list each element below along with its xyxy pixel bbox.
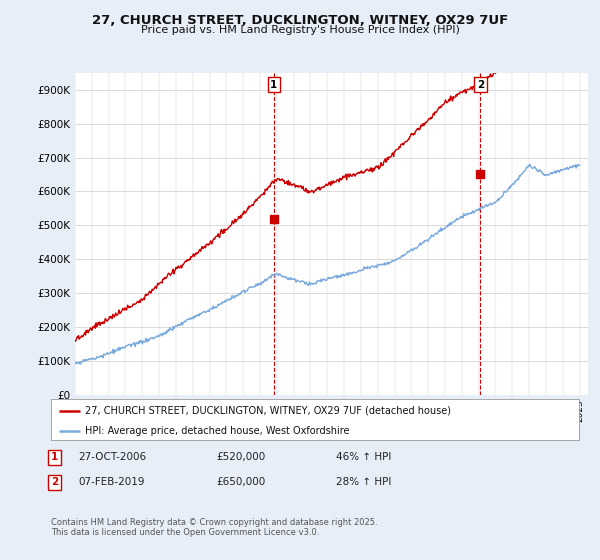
Text: 27-OCT-2006: 27-OCT-2006 (78, 452, 146, 463)
Text: HPI: Average price, detached house, West Oxfordshire: HPI: Average price, detached house, West… (85, 426, 350, 436)
Text: 27, CHURCH STREET, DUCKLINGTON, WITNEY, OX29 7UF: 27, CHURCH STREET, DUCKLINGTON, WITNEY, … (92, 14, 508, 27)
Text: 46% ↑ HPI: 46% ↑ HPI (336, 452, 391, 463)
Text: 07-FEB-2019: 07-FEB-2019 (78, 477, 145, 487)
Text: Contains HM Land Registry data © Crown copyright and database right 2025.
This d: Contains HM Land Registry data © Crown c… (51, 518, 377, 538)
Text: 1: 1 (51, 452, 58, 463)
Text: 1: 1 (270, 80, 277, 90)
Text: 2: 2 (477, 80, 484, 90)
Text: £520,000: £520,000 (216, 452, 265, 463)
Text: 28% ↑ HPI: 28% ↑ HPI (336, 477, 391, 487)
Text: 2: 2 (51, 477, 58, 487)
Text: 27, CHURCH STREET, DUCKLINGTON, WITNEY, OX29 7UF (detached house): 27, CHURCH STREET, DUCKLINGTON, WITNEY, … (85, 405, 451, 416)
Text: £650,000: £650,000 (216, 477, 265, 487)
Text: Price paid vs. HM Land Registry's House Price Index (HPI): Price paid vs. HM Land Registry's House … (140, 25, 460, 35)
